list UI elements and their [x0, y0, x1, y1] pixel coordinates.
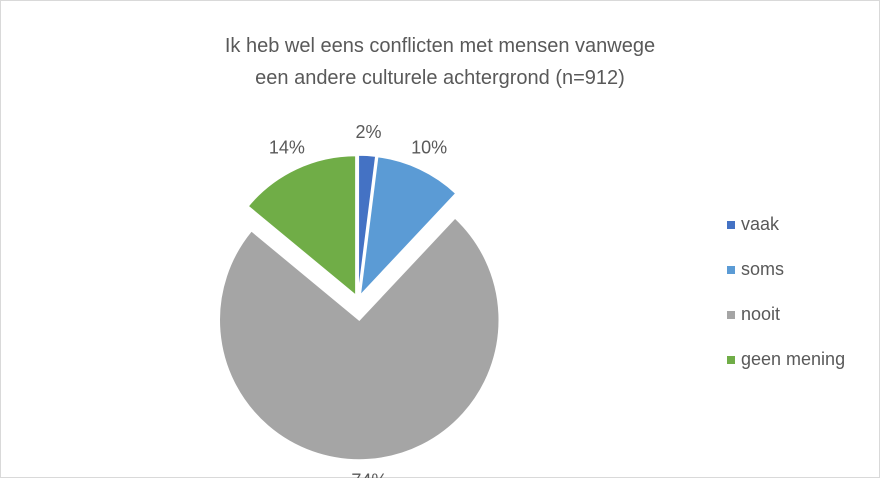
data-label: 2% [355, 122, 381, 142]
legend-label: geen mening [741, 349, 845, 369]
data-label: 10% [411, 138, 447, 158]
data-label: 74% [351, 470, 387, 478]
chart-title: Ik heb wel eens conflicten met mensen va… [224, 35, 656, 89]
pie-slice [359, 155, 458, 298]
legend-swatch [727, 311, 735, 319]
data-label: 14% [269, 138, 305, 158]
legend-label: nooit [741, 304, 780, 324]
legend-swatch [727, 221, 735, 229]
pie-slice [246, 154, 357, 298]
legend-label: soms [741, 259, 784, 279]
pie-slice [357, 154, 377, 296]
legend-swatch [727, 266, 735, 274]
legend-label: vaak [741, 214, 780, 234]
pie-slice [218, 216, 500, 461]
legend-swatch [727, 356, 735, 364]
